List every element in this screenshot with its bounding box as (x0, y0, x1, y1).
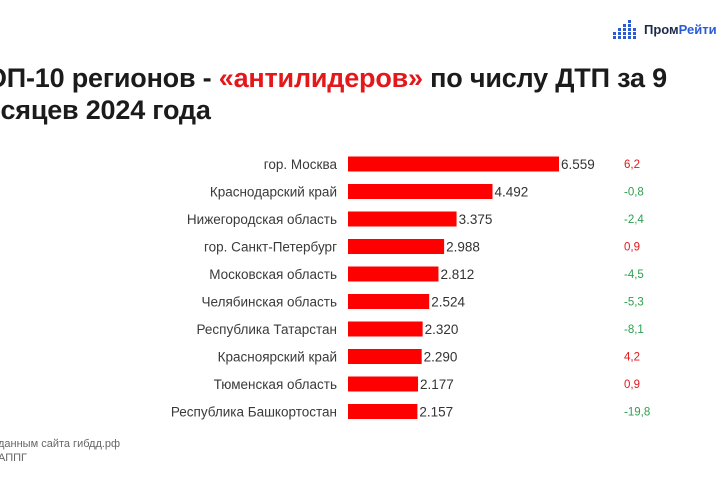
title-part2: по числу ДТП за 9 (422, 63, 667, 93)
logo-text: ПромРейти (644, 22, 717, 37)
value-label: 2.524 (431, 295, 465, 310)
category-label: Тюменская область (214, 377, 337, 392)
change-label: -2,4 (624, 214, 644, 226)
source-note: данным сайта гибдд.рф АППГ (0, 437, 120, 465)
change-label: -8,1 (624, 324, 644, 336)
brand-logo: ПромРейти (612, 14, 717, 44)
title-accent: «антилидеров» (218, 63, 423, 93)
bar (348, 404, 418, 419)
bar (348, 376, 419, 392)
change-label: 0,9 (624, 379, 640, 391)
bar (348, 349, 422, 364)
value-label: 2.177 (420, 377, 454, 392)
change-label: -5,3 (624, 297, 644, 309)
page-title: ОП-10 регионов - «антилидеров» по числу … (0, 62, 720, 126)
category-label: Челябинская область (202, 295, 337, 310)
logo-text-dark: Пром (644, 21, 679, 37)
value-label: 2.812 (440, 267, 474, 282)
change-label: 6,2 (624, 159, 640, 171)
value-label: 3.375 (459, 212, 493, 227)
category-label: Республика Башкортостан (171, 405, 337, 420)
category-label: гор. Москва (264, 157, 338, 172)
source-line2: АППГ (0, 452, 27, 464)
bar (348, 239, 445, 254)
category-label: гор. Санкт-Петербург (204, 240, 337, 255)
change-label: -19,8 (624, 407, 650, 419)
value-label: 2.157 (419, 405, 453, 420)
bar (348, 156, 559, 172)
title-line2: есяцев 2024 года (0, 95, 211, 125)
source-line1: данным сайта гибдд.рф (0, 438, 121, 450)
category-label: Московская область (209, 267, 337, 282)
value-label: 4.492 (495, 185, 529, 200)
change-label: 0,9 (624, 242, 640, 254)
value-label: 2.320 (425, 322, 459, 337)
bar (348, 321, 423, 337)
bar (348, 294, 430, 309)
change-label: -0,8 (624, 187, 644, 199)
change-label: 4,2 (624, 352, 640, 364)
value-label: 6.559 (561, 157, 595, 172)
bar-dots-logo-icon (613, 20, 636, 39)
category-label: Красноярский край (218, 350, 337, 365)
title-part1: ОП-10 регионов - (0, 63, 219, 93)
bar (348, 211, 457, 227)
category-label: Нижегородская область (187, 212, 337, 227)
value-label: 2.988 (446, 240, 480, 255)
category-label: Республика Татарстан (196, 322, 337, 337)
bar (348, 266, 439, 282)
bar (348, 184, 493, 199)
change-label: -4,5 (624, 269, 644, 281)
value-label: 2.290 (424, 350, 458, 365)
category-label: Краснодарский край (210, 185, 337, 200)
logo-text-blue: Рейти (678, 21, 717, 37)
